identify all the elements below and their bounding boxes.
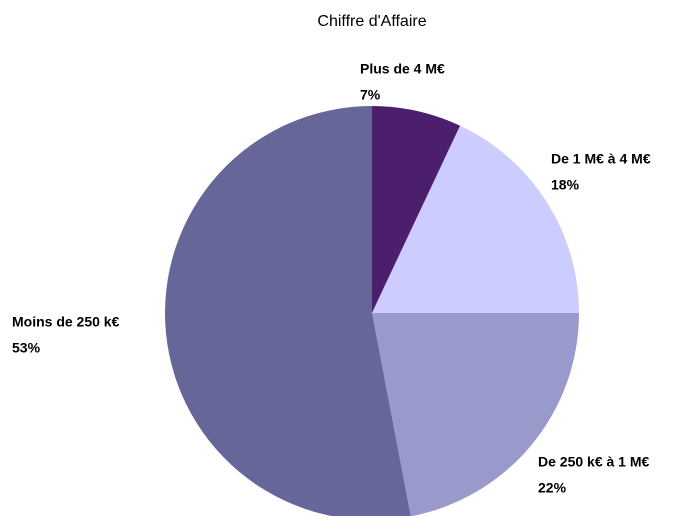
slice-value-label: 7% (360, 87, 381, 103)
slice-label: De 250 k€ à 1 M€ (538, 454, 650, 470)
slice-label: De 1 M€ à 4 M€ (551, 151, 651, 167)
slice-value-label: 22% (538, 480, 567, 496)
chart-title: Chiffre d'Affaire (317, 13, 426, 30)
slice-value-label: 18% (551, 177, 580, 193)
pie-slice (372, 313, 579, 516)
slice-label: Moins de 250 k€ (12, 314, 120, 330)
pie-slice (372, 125, 579, 313)
slice-value-label: 53% (12, 340, 41, 356)
slice-label: Plus de 4 M€ (360, 61, 445, 77)
pie-slice (165, 106, 411, 516)
pie-slice (372, 106, 461, 313)
